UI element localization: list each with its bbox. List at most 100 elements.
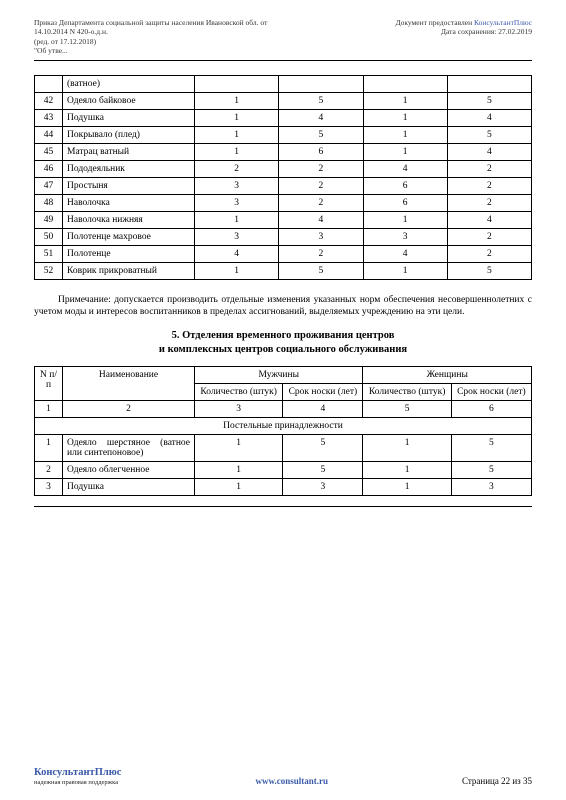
table-row: 45Матрац ватный1614: [35, 143, 532, 160]
cell: 2: [447, 177, 531, 194]
cell: 5: [283, 435, 363, 462]
table-row: (ватное): [35, 75, 532, 92]
cell: 1: [363, 462, 451, 479]
cell: 4: [363, 245, 447, 262]
cell: 5: [279, 92, 363, 109]
cell-name: Наволочка: [63, 194, 195, 211]
header-cell: Количество (штук): [363, 384, 451, 401]
cell: 5: [447, 262, 531, 279]
cell-name: Одеяло шерстяное (ватное или синтепоново…: [63, 435, 195, 462]
header-line: "Об утве...: [34, 46, 267, 55]
cell: 6: [363, 194, 447, 211]
cell: 3: [283, 479, 363, 496]
cell: 5: [363, 401, 451, 418]
table-section5: N п/п Наименование Мужчины Женщины Колич…: [34, 366, 532, 496]
table-row: 51Полотенце4242: [35, 245, 532, 262]
table-row: 3Подушка1313: [35, 479, 532, 496]
cell-name: Подушка: [63, 479, 195, 496]
header-cell: Срок носки (лет): [451, 384, 531, 401]
cell-name: Покрывало (плед): [63, 126, 195, 143]
cell-name: Наволочка нижняя: [63, 211, 195, 228]
cell: 2: [63, 401, 195, 418]
cell-n: 51: [35, 245, 63, 262]
divider: [34, 60, 532, 61]
page-footer: КонсультантПлюс надежная правовая поддер…: [34, 767, 532, 786]
page-header: Приказ Департамента социальной защиты на…: [34, 18, 532, 56]
cell: 1: [195, 126, 279, 143]
provided-by: Документ предоставлен: [396, 18, 474, 27]
cell-name: Пододеяльник: [63, 160, 195, 177]
table-row: 2Одеяло облегченное1515: [35, 462, 532, 479]
page-number: Страница 22 из 35: [462, 776, 532, 786]
cell: 3: [195, 194, 279, 211]
cell-n: 48: [35, 194, 63, 211]
cell: 5: [279, 262, 363, 279]
cell: 5: [451, 435, 531, 462]
table-row: 49Наволочка нижняя1414: [35, 211, 532, 228]
cell: 4: [447, 211, 531, 228]
cell: 1: [363, 262, 447, 279]
cell: 5: [447, 126, 531, 143]
cell: 1: [35, 401, 63, 418]
cell: 1: [195, 435, 283, 462]
cell: 4: [279, 109, 363, 126]
table-row: 46Пододеяльник2242: [35, 160, 532, 177]
cell: 4: [283, 401, 363, 418]
cell: 5: [447, 92, 531, 109]
cell: 1: [363, 479, 451, 496]
cell-n: 43: [35, 109, 63, 126]
cell-n: 42: [35, 92, 63, 109]
table-row: 52Коврик прикроватный1515: [35, 262, 532, 279]
cell: 5: [451, 462, 531, 479]
header-left: Приказ Департамента социальной защиты на…: [34, 18, 267, 56]
cell: 4: [447, 109, 531, 126]
cell: 3: [195, 401, 283, 418]
cell-name: Простыня: [63, 177, 195, 194]
cell: 2: [195, 160, 279, 177]
cell: 6: [279, 143, 363, 160]
cell: 1: [363, 109, 447, 126]
brand-name: КонсультантПлюс: [34, 767, 121, 779]
header-line: Приказ Департамента социальной защиты на…: [34, 18, 267, 27]
cell-name: (ватное): [63, 75, 195, 92]
cell: 1: [195, 109, 279, 126]
note-text: Примечание: допускается производить отде…: [34, 294, 532, 320]
cell: 3: [195, 177, 279, 194]
section-title: 5. Отделения временного проживания центр…: [34, 329, 532, 356]
cell: 2: [447, 228, 531, 245]
cell: 4: [363, 160, 447, 177]
cell: 1: [195, 479, 283, 496]
table-index-row: 1 2 3 4 5 6: [35, 401, 532, 418]
cell-n: 50: [35, 228, 63, 245]
header-right: Документ предоставлен КонсультантПлюс Да…: [396, 18, 533, 56]
cell: 1: [363, 126, 447, 143]
page: Приказ Департамента социальной защиты на…: [0, 0, 566, 800]
table-norms: (ватное) 42Одеяло байковое1515 43Подушка…: [34, 75, 532, 280]
cell: 2: [447, 160, 531, 177]
cell-name: Полотенце: [63, 245, 195, 262]
table-row: 1Одеяло шерстяное (ватное или синтепонов…: [35, 435, 532, 462]
cell: 3: [279, 228, 363, 245]
cell-n: 47: [35, 177, 63, 194]
table-row: 43Подушка1414: [35, 109, 532, 126]
table-row: 47Простыня3262: [35, 177, 532, 194]
cell: 1: [195, 92, 279, 109]
cell: 3: [363, 228, 447, 245]
cell-name: Одеяло облегченное: [63, 462, 195, 479]
cell-n: 45: [35, 143, 63, 160]
cell: 1: [195, 143, 279, 160]
cell: 1: [363, 435, 451, 462]
cell-n: 52: [35, 262, 63, 279]
cell: 4: [195, 245, 279, 262]
cell: 1: [363, 211, 447, 228]
cell: 1: [195, 262, 279, 279]
cell: 3: [451, 479, 531, 496]
cell: 6: [363, 177, 447, 194]
brand-name: КонсультантПлюс: [474, 18, 532, 27]
cell: 1: [195, 462, 283, 479]
cell-name: Коврик прикроватный: [63, 262, 195, 279]
cell-n: 2: [35, 462, 63, 479]
cell: 1: [195, 211, 279, 228]
footer-url: www.consultant.ru: [255, 776, 328, 786]
cell-n: 44: [35, 126, 63, 143]
